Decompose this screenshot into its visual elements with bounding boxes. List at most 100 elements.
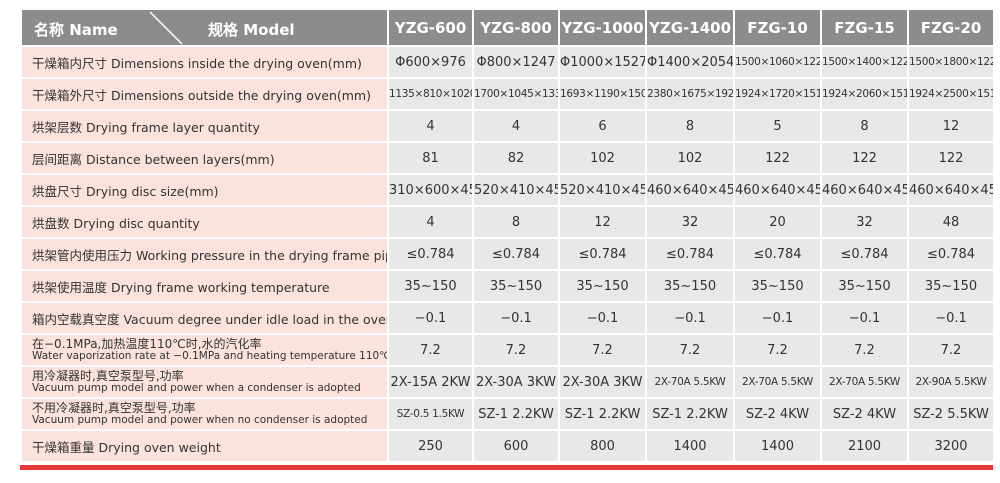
cell: 7.2 [733, 333, 822, 367]
table-row: 烘盘尺寸 Drying disc size(mm) 310×600×45 520×4… [20, 173, 995, 207]
table-row: 烘架管内使用压力 Working pressure in the drying … [20, 237, 995, 271]
cell: Φ1000×1527 [558, 45, 647, 79]
cell: 7.2 [558, 333, 647, 367]
row-label-line: 烘架使用温度 Drying frame working temperature [32, 279, 330, 295]
row-label: 烘盘数 Drying disc quantity [20, 205, 389, 239]
cell: 1400 [733, 429, 822, 463]
column-header: FZG-15 [820, 8, 909, 47]
table-row: 层间距离 Distance between layers(mm) 81 82 102 1… [20, 141, 995, 175]
cell: 102 [558, 141, 647, 175]
table-row: 箱内空载真空度 Vacuum degree under idle load in… [20, 301, 995, 335]
table-row: 烘盘数 Drying disc quantity 4 8 12 32 20 32 48 [20, 205, 995, 239]
cell: 1500×1060×1220 [733, 45, 822, 79]
cell: 35~150 [472, 269, 560, 303]
cell: 2X-30A 3KW [558, 365, 647, 399]
row-label-line: 箱内空载真空度 Vacuum degree under idle load in… [32, 311, 388, 327]
cell: ≤0.784 [645, 237, 735, 271]
cell: 600 [472, 429, 560, 463]
cell: 250 [387, 429, 474, 463]
cell: 35~150 [645, 269, 735, 303]
cell: SZ-2 5.5KW [907, 397, 995, 431]
cell: 82 [472, 141, 560, 175]
cell: 460×640×45 [820, 173, 909, 207]
cell: 5 [733, 109, 822, 143]
cell: 20 [733, 205, 822, 239]
cell: 1700×1045×1335 [472, 77, 560, 111]
cell: 2100 [820, 429, 909, 463]
row-label: 烘架层数 Drying frame layer quantity [20, 109, 389, 143]
row-label-line: 干燥箱外尺寸 Dimensions outside the drying ove… [32, 87, 371, 103]
header-name: 名称 Name [34, 21, 118, 39]
cell: 1924×1720×1513 [733, 77, 822, 111]
cell: 2X-15A 2KW [387, 365, 474, 399]
table-row: 在−0.1MPa,加热温度110℃时,水的汽化率 Water vaporizati… [20, 333, 995, 367]
table-row: 干燥箱外尺寸 Dimensions outside the drying ove… [20, 77, 995, 111]
cell: 460×640×45 [645, 173, 735, 207]
spec-table: 名称 Name 规格 Model YZG-600 YZG-800 YZG-1000 Y… [20, 8, 995, 463]
header-corner: 名称 Name 规格 Model [20, 8, 389, 47]
cell: 122 [907, 141, 995, 175]
cell: ≤0.784 [907, 237, 995, 271]
cell: 122 [733, 141, 822, 175]
cell: 7.2 [907, 333, 995, 367]
cell: 7.2 [820, 333, 909, 367]
table-row: 干燥箱内尺寸 Dimensions inside the drying oven… [20, 45, 995, 79]
cell: 1135×810×1020 [387, 77, 474, 111]
column-header: YZG-600 [387, 8, 474, 47]
cell: −0.1 [820, 301, 909, 335]
header-row: 名称 Name 规格 Model YZG-600 YZG-800 YZG-1000 Y… [20, 8, 995, 47]
row-label: 在−0.1MPa,加热温度110℃时,水的汽化率 Water vaporizati… [20, 333, 389, 367]
column-header: YZG-1000 [558, 8, 647, 47]
cell: SZ-1 2.2KW [472, 397, 560, 431]
cell: −0.1 [733, 301, 822, 335]
cell: 35~150 [907, 269, 995, 303]
cell: 4 [387, 205, 474, 239]
row-label: 烘架使用温度 Drying frame working temperature [20, 269, 389, 303]
cell: 35~150 [558, 269, 647, 303]
cell: ≤0.784 [820, 237, 909, 271]
table-row: 烘架层数 Drying frame layer quantity 4 4 6 8 5 8 12 [20, 109, 995, 143]
row-label-line: 干燥箱重量 Drying oven weight [32, 439, 221, 455]
table-row: 用冷凝器时,真空泵型号,功率 Vacuum pump model and powe… [20, 365, 995, 399]
cell: 35~150 [820, 269, 909, 303]
cell: 1693×1190×1500 [558, 77, 647, 111]
diagonal [149, 11, 183, 44]
table-row: 干燥箱重量 Drying oven weight 250 600 800 1400 140… [20, 429, 995, 463]
cell: 310×600×45 [387, 173, 474, 207]
cell: 32 [645, 205, 735, 239]
row-label-line: 烘架层数 Drying frame layer quantity [32, 119, 260, 135]
cell: SZ-0.5 1.5KW [387, 397, 474, 431]
cell: 4 [387, 109, 474, 143]
cell: ≤0.784 [387, 237, 474, 271]
cell: 102 [645, 141, 735, 175]
cell: Φ600×976 [387, 45, 474, 79]
header-model: 规格 Model [208, 21, 295, 39]
cell: 1924×2060×1513 [820, 77, 909, 111]
cell: −0.1 [907, 301, 995, 335]
spec-table-wrap: 名称 Name 规格 Model YZG-600 YZG-800 YZG-1000 Y… [20, 8, 995, 463]
cell: 7.2 [645, 333, 735, 367]
cell: Φ1400×2054 [645, 45, 735, 79]
cell: 81 [387, 141, 474, 175]
cell: 8 [645, 109, 735, 143]
row-label-line: 在−0.1MPa,加热温度110℃时,水的汽化率 [32, 337, 262, 351]
cell: 2X-30A 3KW [472, 365, 560, 399]
cell: 2X-70A 5.5KW [645, 365, 735, 399]
cell: ≤0.784 [558, 237, 647, 271]
row-label-line: 用冷凝器时,真空泵型号,功率 [32, 369, 184, 383]
cell: 800 [558, 429, 647, 463]
row-label: 烘架管内使用压力 Working pressure in the drying … [20, 237, 389, 271]
cell: −0.1 [387, 301, 474, 335]
cell: 520×410×45 [558, 173, 647, 207]
row-label-line: 烘盘尺寸 Drying disc size(mm) [32, 183, 219, 199]
cell: −0.1 [472, 301, 560, 335]
column-header: YZG-1400 [645, 8, 735, 47]
cell: ≤0.784 [733, 237, 822, 271]
table-row: 不用冷凝器时,真空泵型号,功率 Vacuum pump model and pow… [20, 397, 995, 431]
table-row: 烘架使用温度 Drying frame working temperature 3… [20, 269, 995, 303]
row-label: 干燥箱外尺寸 Dimensions outside the drying ove… [20, 77, 389, 111]
cell: 460×640×45 [733, 173, 822, 207]
row-label: 干燥箱内尺寸 Dimensions inside the drying oven… [20, 45, 389, 79]
cell: 2X-70A 5.5KW [820, 365, 909, 399]
row-label-line: 烘盘数 Drying disc quantity [32, 215, 200, 231]
